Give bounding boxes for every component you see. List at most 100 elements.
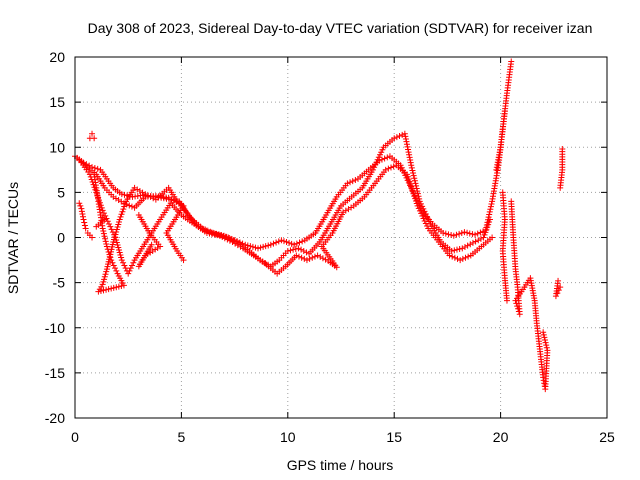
data-point-fill [464, 229, 471, 236]
data-point-fill [456, 246, 463, 253]
y-tick-label: -20 [45, 410, 65, 426]
data-point-fill [122, 200, 129, 207]
data-point [99, 225, 106, 232]
data-point-fill [485, 221, 492, 228]
data-point-fill [100, 228, 107, 235]
data-point-fill [226, 237, 233, 244]
data-point [89, 130, 96, 137]
data-point-fill [288, 240, 295, 247]
data-point-fill [286, 239, 293, 246]
data-point [557, 284, 564, 291]
data-point-fill [77, 202, 84, 209]
data-point-fill [249, 243, 256, 250]
data-point-fill [257, 244, 264, 251]
data-point-fill [280, 238, 287, 245]
data-point-fill [265, 242, 272, 249]
data-point-fill [403, 138, 410, 145]
data-point [544, 347, 551, 354]
series-track-c [78, 159, 496, 277]
data-point [401, 130, 408, 137]
data-point-fill [117, 252, 124, 259]
data-point-fill [515, 305, 522, 312]
data-point-fill [543, 344, 550, 351]
data-point-fill [348, 204, 355, 211]
data-point-fill [121, 262, 128, 269]
data-point-fill [303, 249, 310, 256]
data-point [255, 245, 262, 252]
data-point [559, 146, 566, 153]
data-point-fill [116, 249, 123, 256]
data-point-fill [555, 287, 562, 294]
data-point-fill [113, 239, 120, 246]
x-tick-label: 15 [386, 429, 402, 445]
data-point [293, 252, 300, 259]
data-point-fill [419, 212, 426, 219]
data-point [489, 234, 496, 241]
chart-title: Day 308 of 2023, Sidereal Day-to-day VTE… [88, 20, 593, 36]
data-point-fill [405, 149, 412, 156]
data-point-fill [103, 286, 110, 293]
data-point-fill [127, 265, 134, 272]
data-point-fill [209, 231, 216, 238]
data-point-fill [122, 265, 129, 272]
data-point-fill [484, 224, 491, 231]
data-point-fill [456, 230, 463, 237]
data-point-fill [388, 164, 395, 171]
data-point-fill [120, 259, 127, 266]
data-point-fill [118, 282, 125, 289]
series-track-e [76, 130, 108, 241]
data-point-fill [420, 215, 427, 222]
data-point-fill [448, 232, 455, 239]
data-point-fill [290, 246, 297, 253]
data-point [118, 257, 125, 264]
data-point-fill [134, 186, 141, 193]
data-point [116, 216, 123, 223]
data-point-fill [403, 141, 410, 148]
data-point-fill [115, 197, 122, 204]
data-point-fill [103, 240, 110, 247]
data-point [369, 166, 376, 173]
y-tick-label: 10 [49, 139, 65, 155]
data-point [216, 232, 223, 239]
data-point-fill [466, 230, 473, 237]
data-point-fill [120, 206, 127, 213]
data-point-fill [488, 201, 495, 208]
data-point-fill [412, 180, 419, 187]
data-point-fill [415, 205, 422, 212]
data-point-fill [411, 175, 418, 182]
data-point-fill [423, 213, 430, 220]
data-point-fill [410, 172, 417, 179]
data-point-fill [515, 308, 522, 315]
data-point [291, 241, 298, 248]
data-point-fill [465, 253, 472, 260]
data-point-fill [449, 253, 456, 260]
data-point-fill [112, 265, 119, 272]
data-point-fill [111, 233, 118, 240]
data-point-fill [300, 248, 307, 255]
data-point-fill [342, 207, 349, 214]
data-point [125, 270, 132, 277]
x-tick-label: 5 [178, 429, 186, 445]
data-point [382, 166, 389, 173]
x-tick-label: 25 [599, 429, 615, 445]
series-track-f [499, 146, 566, 393]
data-point-fill [445, 231, 452, 238]
data-point-fill [406, 154, 413, 161]
data-point-fill [407, 159, 414, 166]
data-point [118, 191, 125, 198]
data-point [472, 231, 479, 238]
data-point-fill [118, 211, 125, 218]
data-point-fill [454, 255, 461, 262]
data-point-fill [252, 244, 259, 251]
data-point-fill [94, 165, 101, 172]
data-point-fill [247, 243, 254, 250]
data-point-fill [541, 334, 548, 341]
data-point-fill [298, 254, 305, 261]
data-point-fill [424, 222, 431, 229]
data-point-fill [542, 339, 549, 346]
data-point-fill [100, 278, 107, 285]
data-point [503, 297, 510, 304]
data-point-fill [347, 179, 354, 186]
data-point-fill [114, 242, 121, 249]
data-point-fill [453, 246, 460, 253]
